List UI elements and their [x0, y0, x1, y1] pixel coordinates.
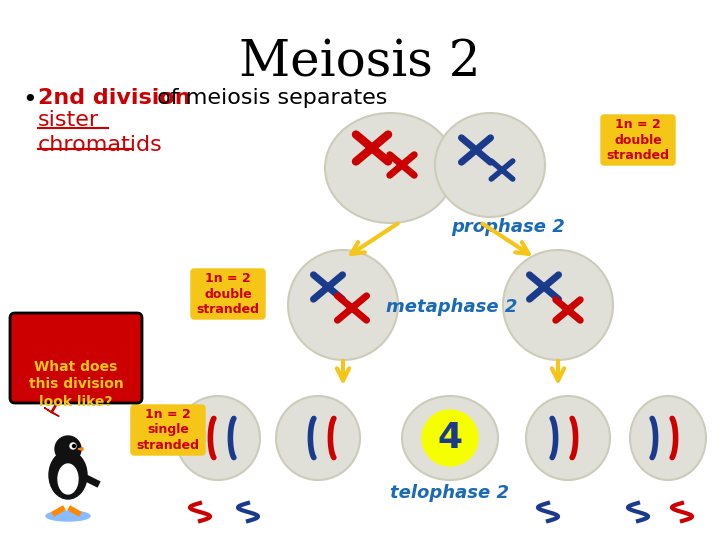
Text: sister
chromatids: sister chromatids: [38, 110, 163, 155]
FancyBboxPatch shape: [601, 115, 675, 165]
Text: Meiosis 2: Meiosis 2: [239, 38, 481, 87]
Ellipse shape: [503, 250, 613, 360]
Ellipse shape: [288, 250, 398, 360]
Ellipse shape: [435, 113, 545, 217]
Circle shape: [73, 444, 76, 448]
Text: •: •: [22, 88, 37, 112]
Ellipse shape: [526, 396, 610, 480]
Text: 1n = 2
double
stranded: 1n = 2 double stranded: [606, 118, 670, 162]
FancyArrowPatch shape: [45, 400, 59, 416]
Circle shape: [55, 436, 81, 462]
FancyBboxPatch shape: [191, 269, 265, 319]
Circle shape: [422, 410, 478, 466]
Text: telophase 2: telophase 2: [390, 484, 510, 502]
Text: 2nd division: 2nd division: [38, 88, 191, 108]
Ellipse shape: [630, 396, 706, 480]
Text: metaphase 2: metaphase 2: [387, 298, 518, 316]
Ellipse shape: [46, 511, 90, 521]
Ellipse shape: [276, 396, 360, 480]
Text: of meiosis separates: of meiosis separates: [150, 88, 387, 108]
Ellipse shape: [402, 396, 498, 480]
Ellipse shape: [58, 464, 78, 494]
Text: 1n = 2
single
stranded: 1n = 2 single stranded: [137, 408, 199, 452]
Circle shape: [70, 443, 76, 449]
Ellipse shape: [49, 451, 87, 499]
Text: prophase 2: prophase 2: [451, 218, 565, 236]
Text: 4: 4: [438, 421, 462, 455]
Text: What does
this division
look like?: What does this division look like?: [29, 360, 123, 409]
Wedge shape: [78, 448, 83, 450]
FancyBboxPatch shape: [10, 313, 142, 403]
FancyBboxPatch shape: [131, 405, 205, 455]
Text: 1n = 2
double
stranded: 1n = 2 double stranded: [197, 272, 259, 316]
Ellipse shape: [325, 113, 455, 223]
Ellipse shape: [176, 396, 260, 480]
